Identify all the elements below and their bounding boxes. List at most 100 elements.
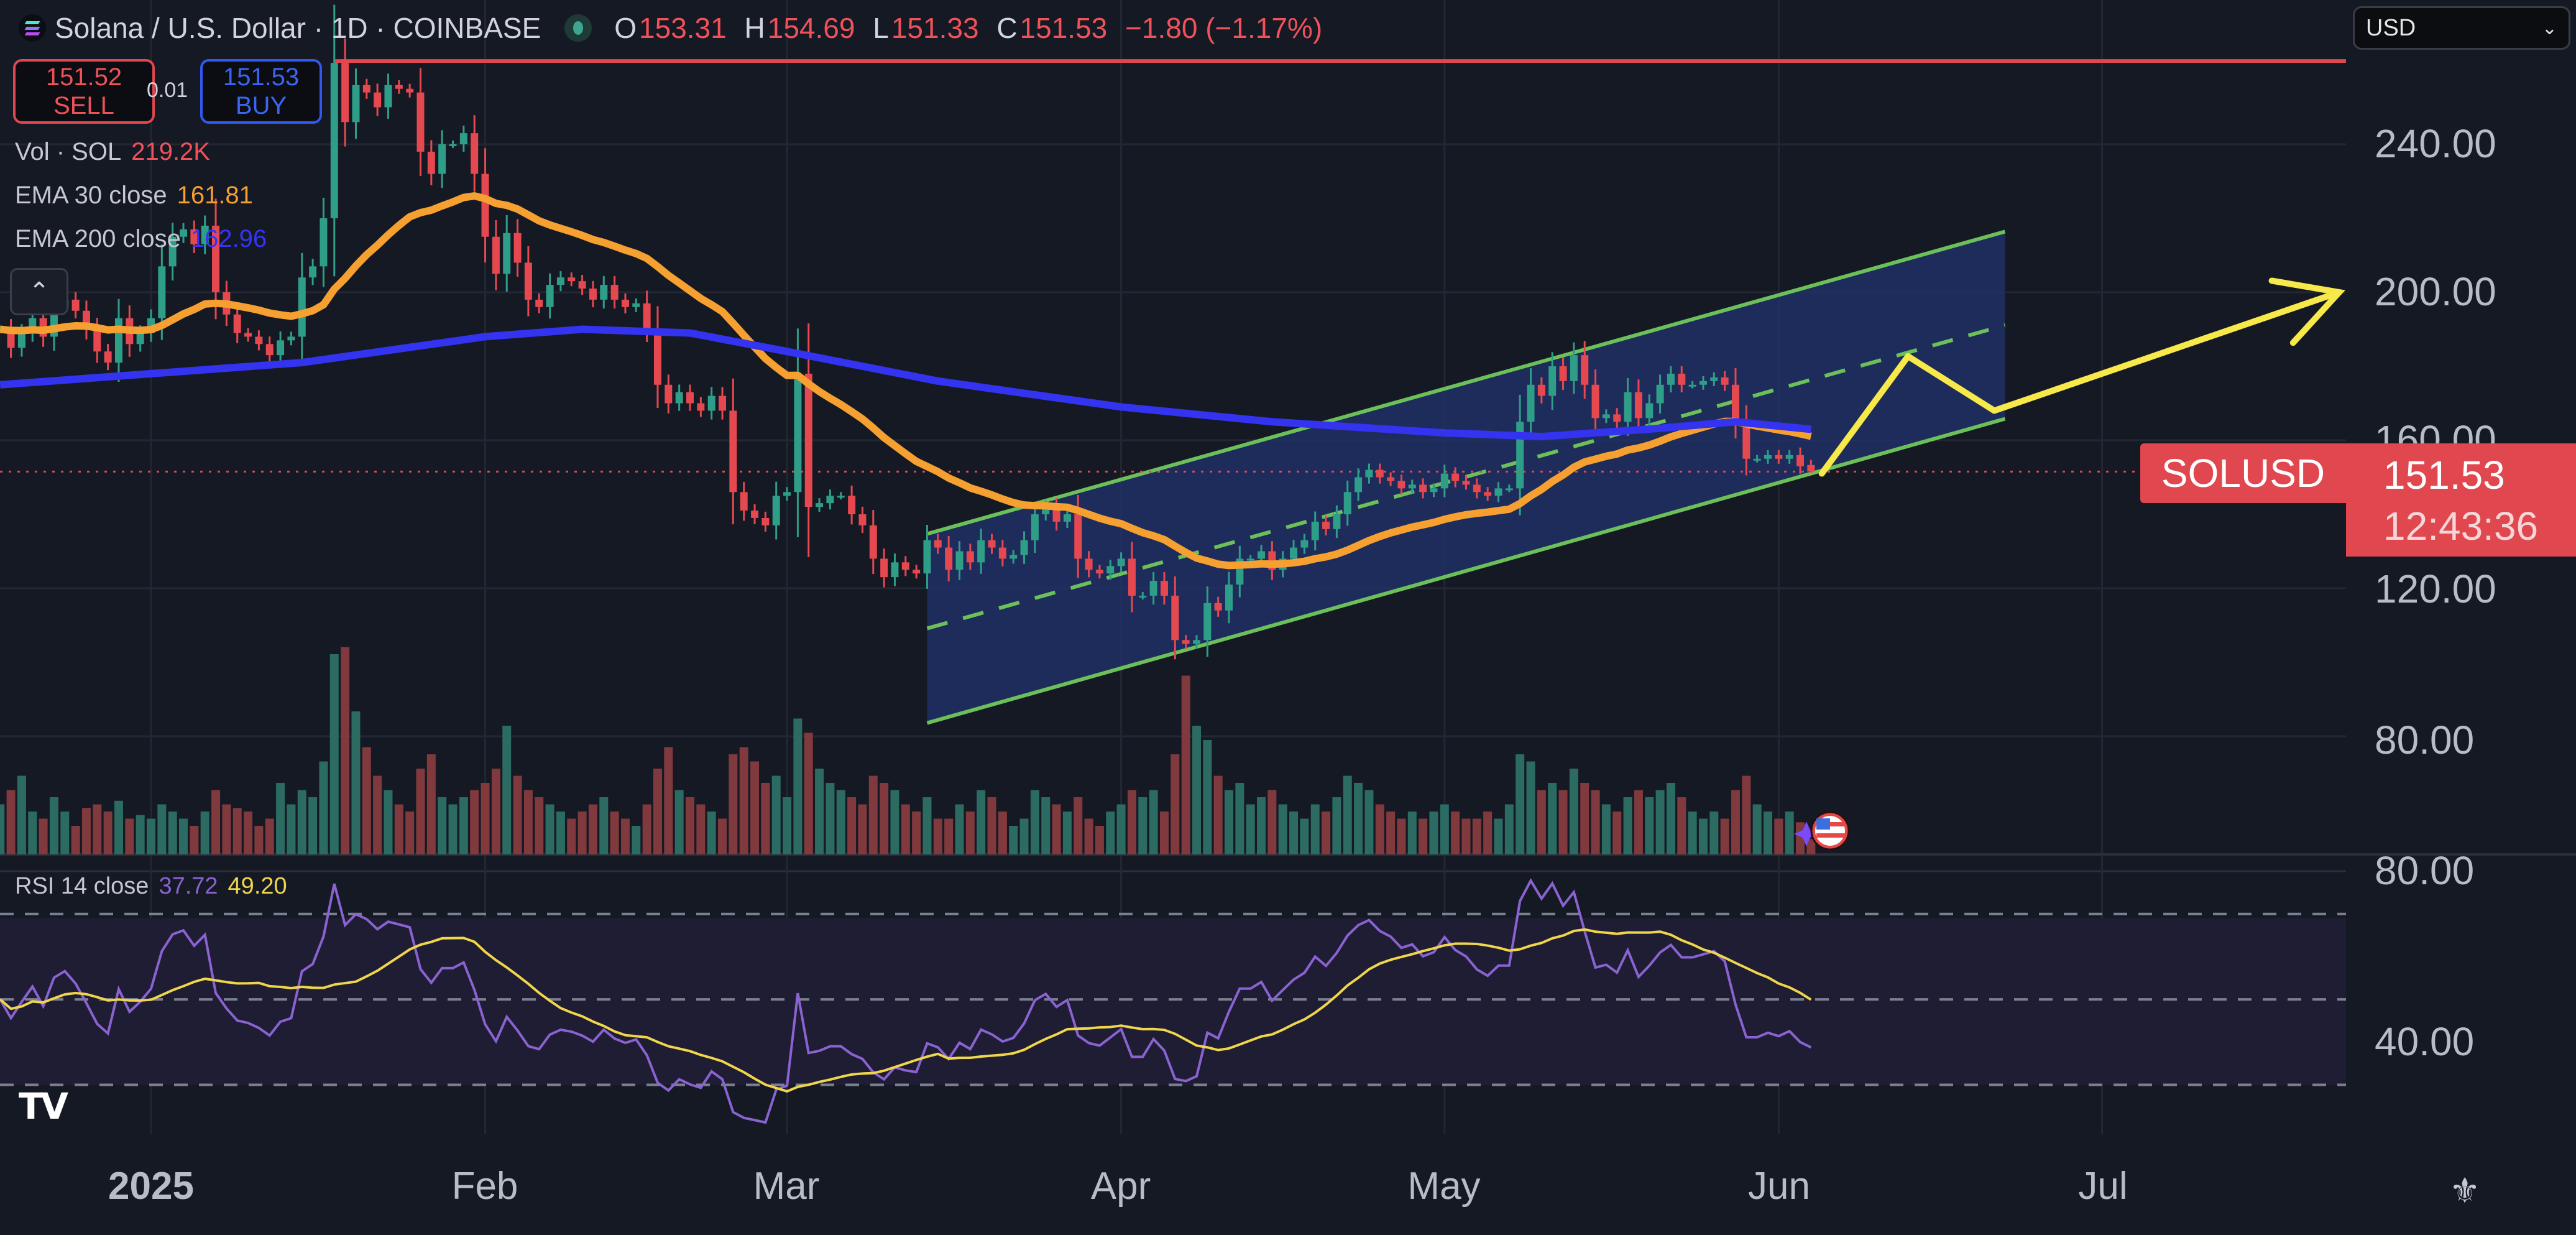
candle-body bbox=[190, 229, 198, 244]
low-key: L bbox=[873, 12, 889, 44]
volume-bar bbox=[965, 812, 975, 854]
volume-bar bbox=[1440, 804, 1449, 854]
candle-body bbox=[772, 496, 780, 525]
volume-bar bbox=[1084, 818, 1093, 854]
volume-bar bbox=[847, 797, 857, 854]
legend-ema30[interactable]: EMA 30 close 161.81 bbox=[15, 182, 253, 210]
candle-body bbox=[1613, 414, 1621, 422]
candle-body bbox=[1785, 455, 1793, 459]
candle-body bbox=[298, 277, 306, 337]
open-value: 153.31 bbox=[639, 12, 727, 44]
symbol-title[interactable]: Solana / U.S. Dollar · 1D · COINBASE bbox=[55, 12, 541, 44]
currency-select[interactable]: USD ⌄ bbox=[2353, 6, 2570, 50]
candle-body bbox=[524, 262, 532, 300]
volume-bar bbox=[28, 812, 37, 854]
projection-path[interactable] bbox=[1818, 277, 2345, 477]
volume-bar bbox=[977, 790, 986, 854]
candle-body bbox=[1160, 581, 1168, 596]
gear-icon[interactable]: ⚜ bbox=[2449, 1171, 2481, 1210]
volume-bar bbox=[1516, 754, 1525, 854]
volume-bar bbox=[1720, 818, 1729, 854]
candle-body bbox=[1203, 603, 1212, 641]
volume-bar bbox=[416, 769, 425, 854]
candle-body bbox=[869, 525, 877, 559]
candle-body bbox=[1699, 381, 1707, 385]
candle-body bbox=[913, 570, 921, 574]
volume-bar bbox=[1601, 804, 1611, 854]
volume-bar bbox=[459, 797, 468, 854]
symbol-price-label: SOLUSD bbox=[2140, 443, 2346, 503]
volume-bar bbox=[1289, 812, 1299, 854]
time-label: 2025 bbox=[108, 1165, 194, 1208]
volume-bar bbox=[254, 826, 264, 854]
candle-body bbox=[632, 303, 640, 307]
volume-bar bbox=[1634, 790, 1643, 854]
candle-body bbox=[826, 496, 834, 504]
volume-bar bbox=[1472, 818, 1481, 854]
candle-body bbox=[1731, 384, 1739, 422]
candle-body bbox=[1322, 521, 1330, 529]
volume-bar bbox=[686, 797, 694, 854]
volume-bar bbox=[71, 826, 80, 854]
candle-body bbox=[1624, 392, 1632, 422]
candle-body bbox=[1451, 473, 1460, 481]
buy-button[interactable]: 151.53 BUY bbox=[200, 59, 322, 124]
candle-body bbox=[513, 233, 522, 263]
candle-body bbox=[794, 373, 802, 493]
volume-bar bbox=[1213, 775, 1223, 854]
candle-body bbox=[568, 277, 576, 282]
volume-bar bbox=[1429, 812, 1438, 854]
sell-button[interactable]: 151.52 SELL bbox=[13, 59, 155, 124]
candle-body bbox=[1645, 403, 1654, 419]
volume-bar bbox=[287, 804, 296, 854]
volume-bar bbox=[535, 797, 544, 854]
time-label: Jun bbox=[1748, 1165, 1810, 1208]
volume-bar bbox=[319, 761, 328, 854]
open-key: O bbox=[614, 12, 637, 44]
candle-body bbox=[1634, 392, 1642, 419]
volume-bar bbox=[1062, 812, 1072, 854]
candle-body bbox=[977, 540, 985, 563]
volume-bar bbox=[1591, 790, 1600, 854]
volume-bar bbox=[718, 818, 727, 854]
buy-price: 151.53 bbox=[223, 63, 300, 91]
market-status-icon[interactable] bbox=[564, 14, 592, 42]
volume-bar bbox=[815, 769, 824, 854]
horizontal-line[interactable] bbox=[0, 59, 2346, 473]
legend-ema200[interactable]: EMA 200 close 162.96 bbox=[15, 225, 267, 253]
volume-bar bbox=[103, 812, 113, 854]
volume-bar bbox=[804, 733, 813, 854]
tradingview-logo[interactable]: T V bbox=[19, 1085, 68, 1127]
volume-bar bbox=[1074, 797, 1083, 854]
candle-body bbox=[1020, 540, 1028, 555]
candle-body bbox=[1796, 455, 1805, 466]
volume-bar bbox=[1267, 790, 1277, 854]
candle-body bbox=[114, 318, 122, 363]
candle-body bbox=[416, 92, 425, 152]
volume-bar bbox=[890, 790, 899, 854]
candle-body bbox=[988, 540, 996, 548]
volume-bar bbox=[912, 812, 921, 854]
candle-body bbox=[1807, 465, 1815, 472]
chevron-down-icon: ⌄ bbox=[2541, 17, 2557, 39]
volume-bar bbox=[362, 747, 371, 854]
legend-rsi[interactable]: RSI 14 close 37.72 49.20 bbox=[15, 873, 287, 900]
time-label: Feb bbox=[451, 1165, 518, 1208]
candle-body bbox=[1742, 422, 1750, 459]
candle-body bbox=[1397, 481, 1405, 489]
rsi-line bbox=[0, 878, 1812, 1124]
volume-bar bbox=[157, 804, 167, 854]
us-flag-icon[interactable] bbox=[1794, 811, 1850, 851]
volume-bar bbox=[125, 818, 134, 854]
collapse-legend-button[interactable]: ⌃ bbox=[10, 268, 68, 315]
ema30-label: EMA 30 close bbox=[15, 182, 167, 209]
legend-volume[interactable]: Vol · SOL 219.2K bbox=[15, 138, 210, 166]
candle-body bbox=[1764, 455, 1772, 459]
candle-body bbox=[384, 85, 392, 108]
candle-body bbox=[1591, 384, 1599, 419]
volume-bar bbox=[1612, 812, 1622, 854]
volume-bar bbox=[1774, 818, 1783, 854]
candle-body bbox=[277, 340, 285, 356]
symbol-header[interactable]: Solana / U.S. Dollar · 1D · COINBASE O15… bbox=[19, 11, 1332, 45]
